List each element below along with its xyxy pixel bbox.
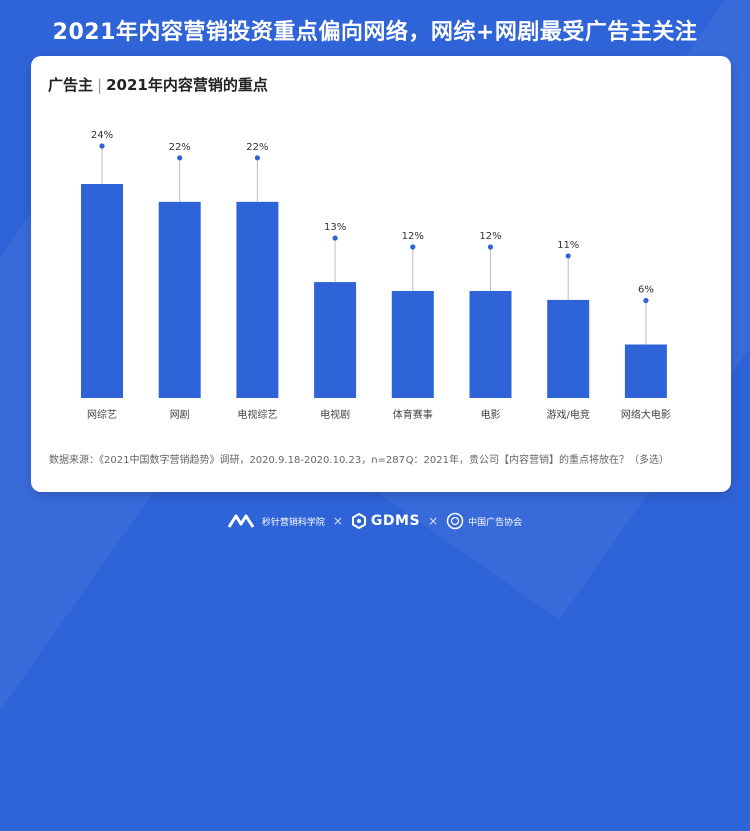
bar-marker-dot (565, 253, 571, 259)
miaozhen-logo-icon (227, 514, 255, 528)
x-tick-label: 电影 (481, 408, 501, 421)
chart-card: 广告主 | 2021年内容营销的重点 24% 网综艺 22% 网剧 22% 电视综艺 13% 电视… (31, 56, 731, 492)
brand-miaozhen-label: 秒针营销科学院 (261, 517, 325, 528)
x-tick-label: 网络大电影 (621, 408, 671, 421)
association-seal-icon (446, 512, 464, 530)
bar-marker-dot (643, 297, 649, 304)
bar-marker-dot (99, 143, 105, 149)
bar (547, 299, 590, 398)
bar (81, 184, 123, 398)
bar-value-label: 22% (246, 142, 268, 153)
bar (314, 282, 357, 398)
bar (469, 291, 512, 398)
bar-marker-dot (332, 235, 338, 241)
bar-marker-dot (410, 244, 416, 250)
bar-value-label: 24% (91, 130, 113, 141)
x-tick-label: 网综艺 (87, 408, 117, 421)
source-note: 数据来源：《2021中国数字营销趋势》调研，2020.9.18-2020.10.… (49, 455, 406, 466)
brand-association-label: 中国广告协会 (468, 517, 523, 528)
brand-association: 中国广告协会 (446, 512, 522, 530)
bar-value-label: 6% (638, 285, 654, 296)
brand-gdms-label: GDMS (370, 513, 421, 529)
chart-title-prefix: 广告主 (48, 76, 94, 94)
bar-marker-dot (254, 155, 260, 161)
bar-value-label: 13% (324, 222, 346, 233)
bar (391, 291, 434, 398)
bar-chart: 24% 网综艺 22% 网剧 22% 电视综艺 13% 电视剧 12% 体育赛事 12% 电影 11% 游… (81, 130, 671, 421)
x-tick-label: 电视综艺 (237, 408, 277, 421)
bar (236, 201, 279, 398)
bar (624, 344, 667, 398)
question-note: Q：2021年，贵公司【内容营销】的重点将放在？（多选） (405, 455, 669, 466)
page-headline: 2021年内容营销投资重点偏向网络，网综+网剧最受广告主关注 (52, 20, 698, 45)
x-tick-label: 网剧 (170, 409, 190, 421)
brand-gdms: GDMS (351, 513, 420, 529)
chart-title: 广告主 | 2021年内容营销的重点 (48, 74, 268, 95)
brand-miaozhen: 秒针营销科学院 (227, 513, 325, 529)
bar-value-label: 12% (479, 231, 501, 242)
bar-marker-dot (487, 244, 494, 250)
bar-value-label: 22% (169, 142, 191, 153)
bar-value-label: 11% (557, 240, 579, 251)
footer-separator: × (428, 514, 439, 528)
x-tick-label: 电视剧 (320, 408, 350, 421)
x-tick-label: 游戏/电竞 (547, 408, 590, 421)
chart-title-separator: | (97, 76, 103, 94)
gdms-logo-icon (351, 513, 366, 529)
bar-value-label: 12% (402, 231, 424, 242)
chart-title-main: 2021年内容营销的重点 (106, 76, 268, 94)
bar-marker-dot (177, 155, 183, 161)
bar (158, 201, 201, 398)
footer-logos: 秒针营销科学院 × GDMS × 中国广告协会 (0, 505, 750, 537)
x-tick-label: 体育赛事 (393, 408, 433, 421)
footer-separator: × (332, 514, 343, 528)
